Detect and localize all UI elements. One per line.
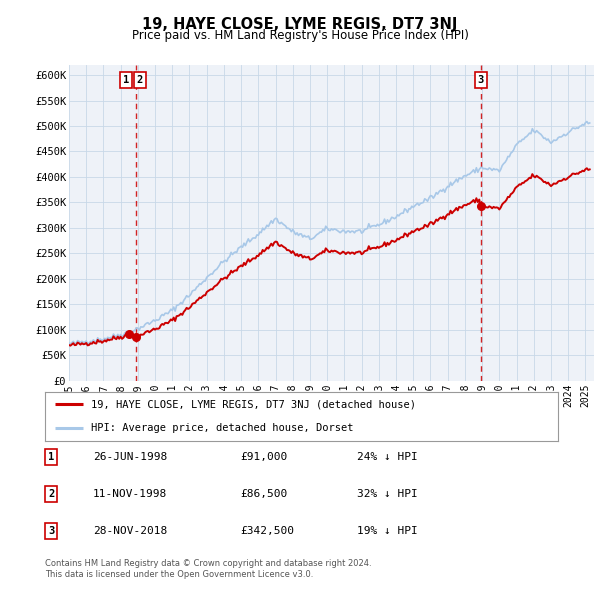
- Text: 19, HAYE CLOSE, LYME REGIS, DT7 3NJ: 19, HAYE CLOSE, LYME REGIS, DT7 3NJ: [142, 17, 458, 31]
- Text: £86,500: £86,500: [240, 489, 287, 499]
- Text: 26-JUN-1998: 26-JUN-1998: [93, 453, 167, 462]
- Text: 1: 1: [48, 453, 54, 462]
- Text: 28-NOV-2018: 28-NOV-2018: [93, 526, 167, 536]
- Text: Contains HM Land Registry data © Crown copyright and database right 2024.: Contains HM Land Registry data © Crown c…: [45, 559, 371, 568]
- Text: 19, HAYE CLOSE, LYME REGIS, DT7 3NJ (detached house): 19, HAYE CLOSE, LYME REGIS, DT7 3NJ (det…: [91, 399, 416, 409]
- Text: This data is licensed under the Open Government Licence v3.0.: This data is licensed under the Open Gov…: [45, 571, 313, 579]
- Text: 32% ↓ HPI: 32% ↓ HPI: [357, 489, 418, 499]
- Text: 3: 3: [478, 75, 484, 85]
- Text: 19% ↓ HPI: 19% ↓ HPI: [357, 526, 418, 536]
- Text: 2: 2: [136, 75, 143, 85]
- Text: HPI: Average price, detached house, Dorset: HPI: Average price, detached house, Dors…: [91, 422, 353, 432]
- Text: 24% ↓ HPI: 24% ↓ HPI: [357, 453, 418, 462]
- Text: 11-NOV-1998: 11-NOV-1998: [93, 489, 167, 499]
- Text: £91,000: £91,000: [240, 453, 287, 462]
- Text: 2: 2: [48, 489, 54, 499]
- Text: £342,500: £342,500: [240, 526, 294, 536]
- Text: Price paid vs. HM Land Registry's House Price Index (HPI): Price paid vs. HM Land Registry's House …: [131, 30, 469, 42]
- Text: 3: 3: [48, 526, 54, 536]
- Text: 1: 1: [122, 75, 129, 85]
